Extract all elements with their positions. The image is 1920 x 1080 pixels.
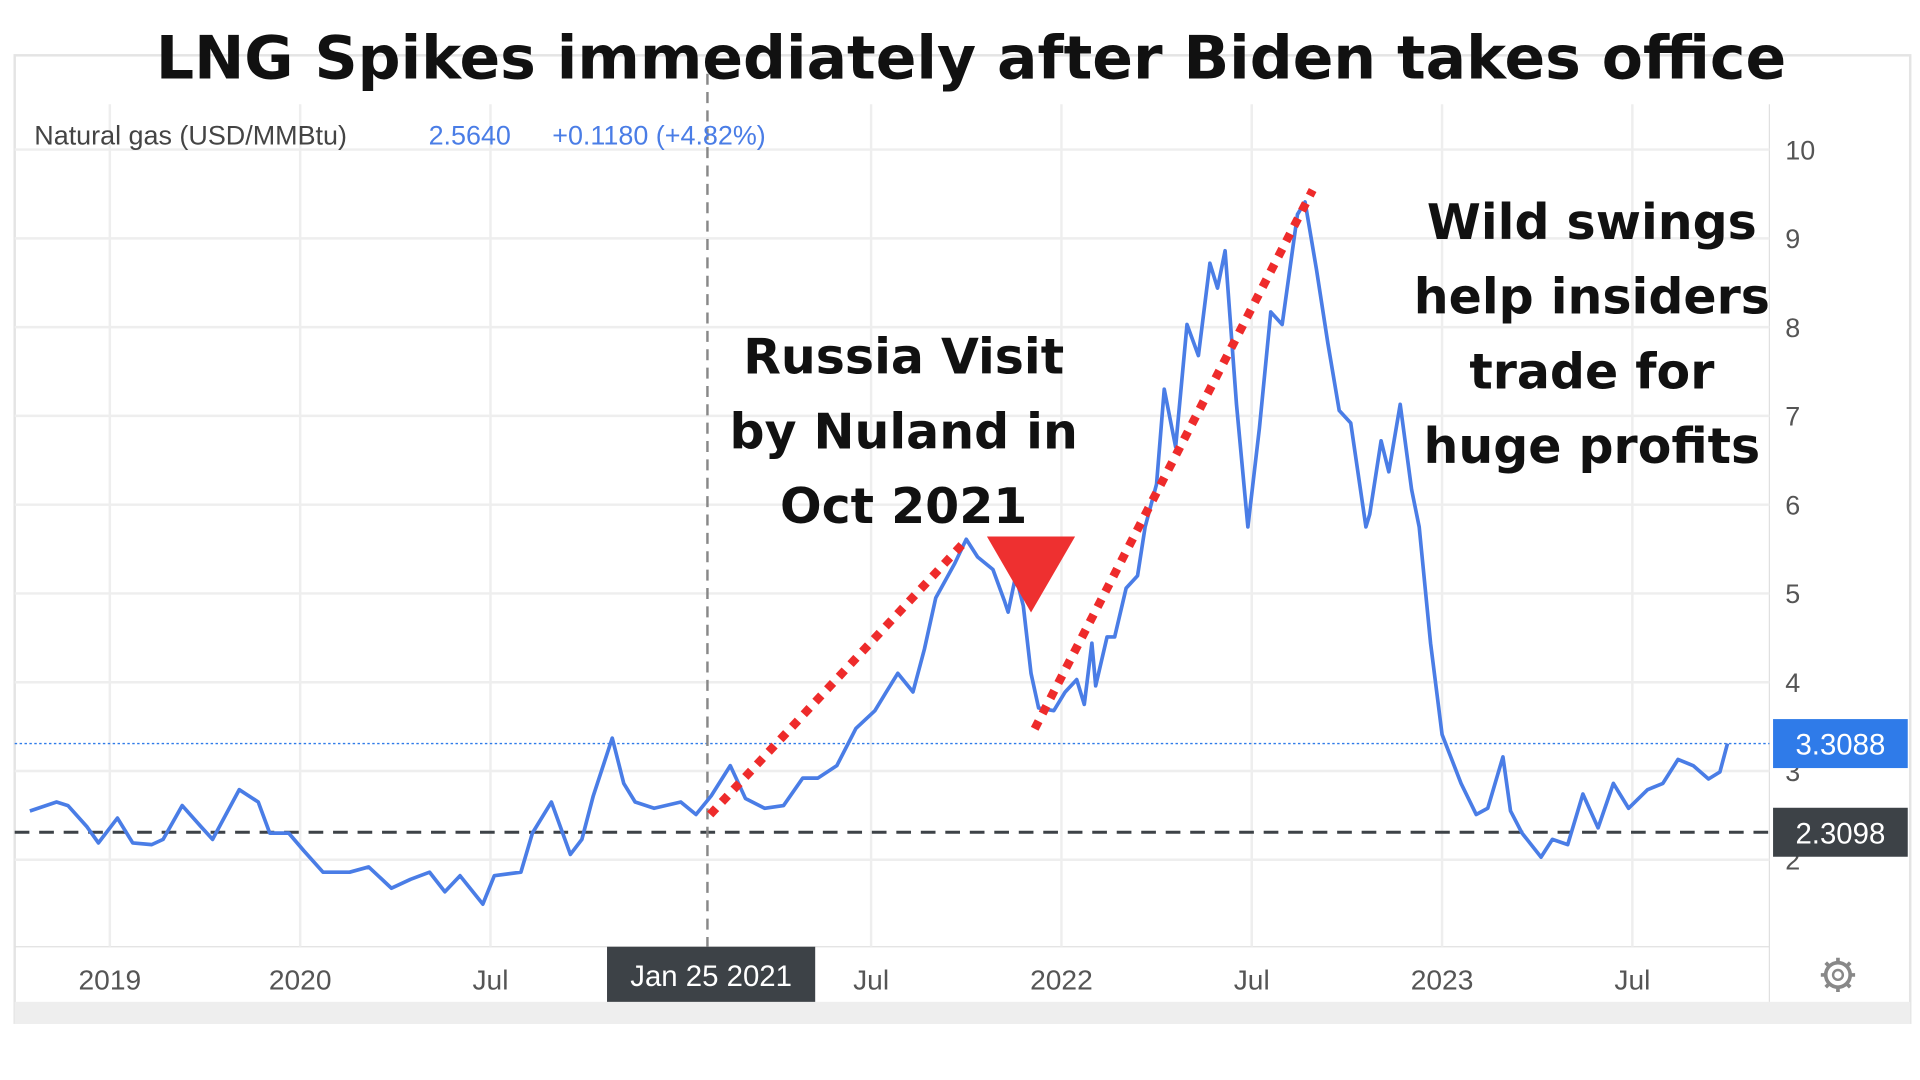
x-tick-label: 2022 (1030, 965, 1093, 996)
grid (14, 104, 1770, 947)
price-label: 3.3088 (1795, 729, 1885, 762)
trend-arrow (1030, 188, 1317, 731)
chart-footer (14, 1001, 1911, 1024)
price-label-box (1773, 719, 1908, 769)
annotation-text: Russia Visit (743, 329, 1064, 386)
x-tick-label: Jul (472, 965, 508, 996)
legend-name: Natural gas (USD/MMBtu) (34, 121, 347, 151)
y-tick-label: 4 (1785, 668, 1800, 698)
price-label: 2.3098 (1795, 817, 1885, 850)
y-tick-label: 9 (1785, 224, 1800, 254)
annotation-text: by Nuland in (730, 403, 1078, 460)
annotation-text: help insiders (1414, 269, 1770, 326)
annotation-text: trade for (1469, 343, 1714, 400)
trend-arrow (707, 536, 971, 818)
y-tick-label: 10 (1785, 135, 1815, 165)
x-tick-label: Jul (853, 965, 889, 996)
legend-change: +0.1180 (+4.82%) (552, 121, 766, 151)
y-tick-label: 6 (1785, 490, 1800, 520)
x-tick-label: Jul (1614, 965, 1650, 996)
settings-icon[interactable] (1820, 957, 1856, 993)
y-tick-label: 8 (1785, 313, 1800, 343)
chart-frame (13, 54, 1912, 1024)
price-label-box (1773, 807, 1908, 857)
chart-title: LNG Spikes immediately after Biden takes… (156, 24, 1786, 94)
marker-triangle (986, 536, 1076, 613)
crosshair-label: Jan 25 2021 (630, 960, 792, 993)
gear-teeth (1820, 957, 1856, 993)
gear-hub (1831, 968, 1845, 982)
annotation-text: Wild swings (1427, 194, 1757, 251)
x-tick-label: Jul (1234, 965, 1270, 996)
plot (14, 55, 1770, 947)
y-tick-label: 5 (1785, 579, 1800, 609)
annotation-text: huge profits (1423, 418, 1760, 475)
x-tick-label: 2020 (269, 965, 332, 996)
annotation-text: Oct 2021 (780, 478, 1027, 535)
y-tick-label: 7 (1785, 402, 1800, 432)
x-tick-label: 2019 (79, 965, 142, 996)
x-tick-label: 2023 (1411, 965, 1474, 996)
crosshair-label-box (607, 946, 816, 1002)
legend-price: 2.5640 (429, 121, 511, 151)
price-line (29, 200, 1730, 906)
